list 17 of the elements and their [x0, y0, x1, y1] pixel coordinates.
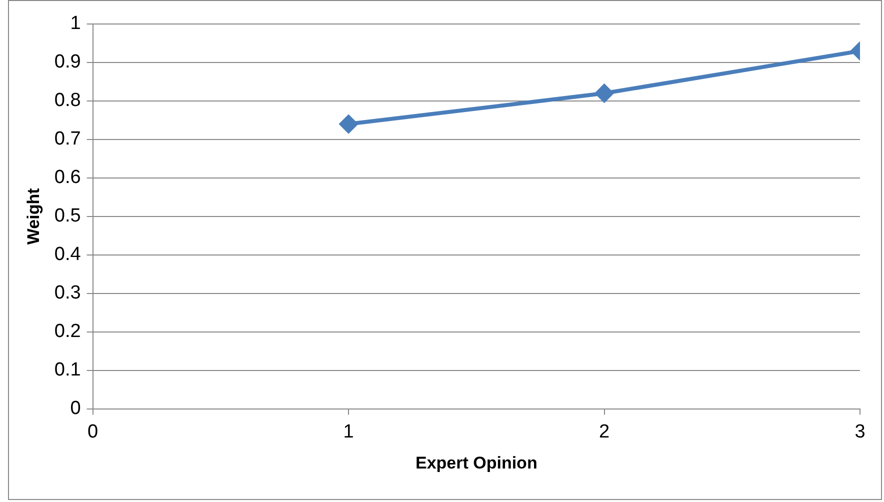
y-tick-label: 0.2 [54, 321, 81, 342]
x-tick-label: 2 [598, 421, 610, 442]
y-tick-label: 0.6 [54, 167, 81, 188]
y-tick-label: 0.8 [54, 90, 81, 112]
y-axis-title: Weight [24, 188, 43, 245]
x-axis-title: Expert Opinion [415, 453, 538, 472]
y-tick-label: 0 [70, 398, 81, 420]
y-tick-label: 0.4 [54, 244, 82, 266]
x-tick-label: 0 [88, 421, 98, 442]
y-tick-label: 0.5 [54, 206, 81, 227]
y-tick-label: 0.1 [54, 360, 81, 381]
x-tick-label: 3 [854, 421, 866, 442]
y-tick-label: 0.3 [54, 282, 81, 304]
y-tick-label: 1 [70, 13, 81, 34]
x-tick-label: 1 [343, 421, 354, 442]
y-tick-label: 0.7 [54, 128, 81, 150]
y-tick-label: 0.9 [54, 52, 81, 73]
